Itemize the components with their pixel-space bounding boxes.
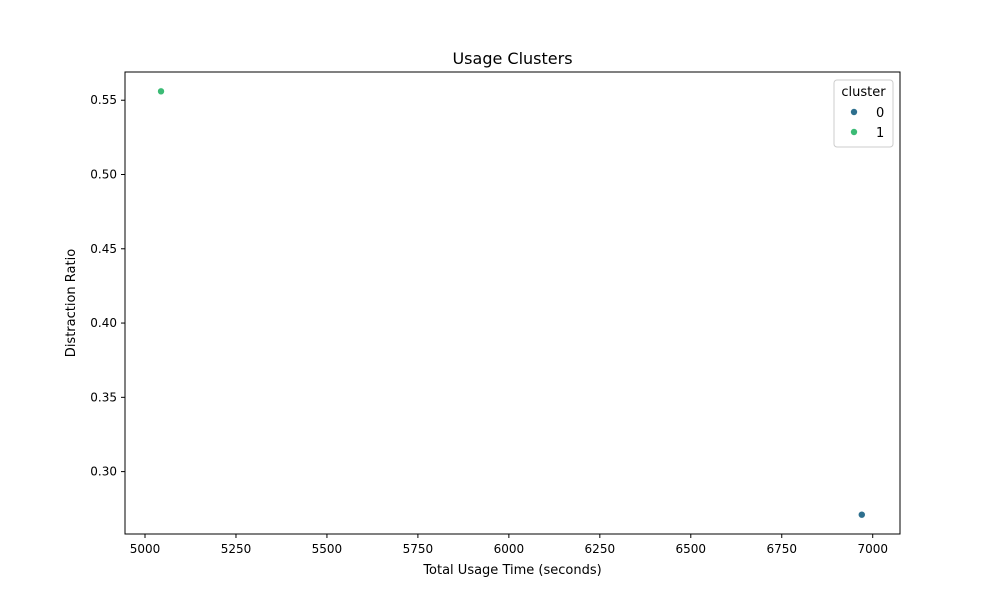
data-point [857,510,866,519]
x-tick-label: 6000 [494,542,525,556]
x-axis-label: Total Usage Time (seconds) [422,563,601,578]
data-point [157,87,165,96]
y-axis-label: Distraction Ratio [64,249,79,357]
chart-title: Usage Clusters [452,49,572,68]
x-tick-label: 6750 [766,542,797,556]
legend-label: 0 [876,106,884,121]
y-tick-label: 0.40 [90,316,117,330]
x-axis: 5000 5250 5500 5750 6000 6250 6500 6750 7000 [130,534,888,556]
plot-frame [124,71,901,535]
y-tick-label: 0.50 [90,168,117,182]
legend-marker [850,128,858,136]
y-tick-label: 0.45 [90,242,117,256]
legend-marker [850,108,858,116]
x-tick-label: 5250 [221,542,252,556]
y-axis: 0.30 0.35 0.40 0.45 0.50 0.55 [90,93,125,479]
legend: cluster 0 1 [833,79,894,148]
x-tick-label: 6500 [676,542,707,556]
legend-title: cluster [841,85,886,100]
legend-label: 1 [876,126,884,141]
plot-area [157,87,866,519]
legend-box [833,79,894,148]
x-tick-label: 5500 [312,542,343,556]
y-tick-label: 0.30 [90,465,117,479]
x-tick-label: 5750 [403,542,434,556]
x-tick-label: 6250 [585,542,616,556]
y-tick-label: 0.55 [90,93,117,107]
x-tick-label: 7000 [857,542,888,556]
x-tick-label: 5000 [130,542,161,556]
y-tick-label: 0.35 [90,390,117,404]
